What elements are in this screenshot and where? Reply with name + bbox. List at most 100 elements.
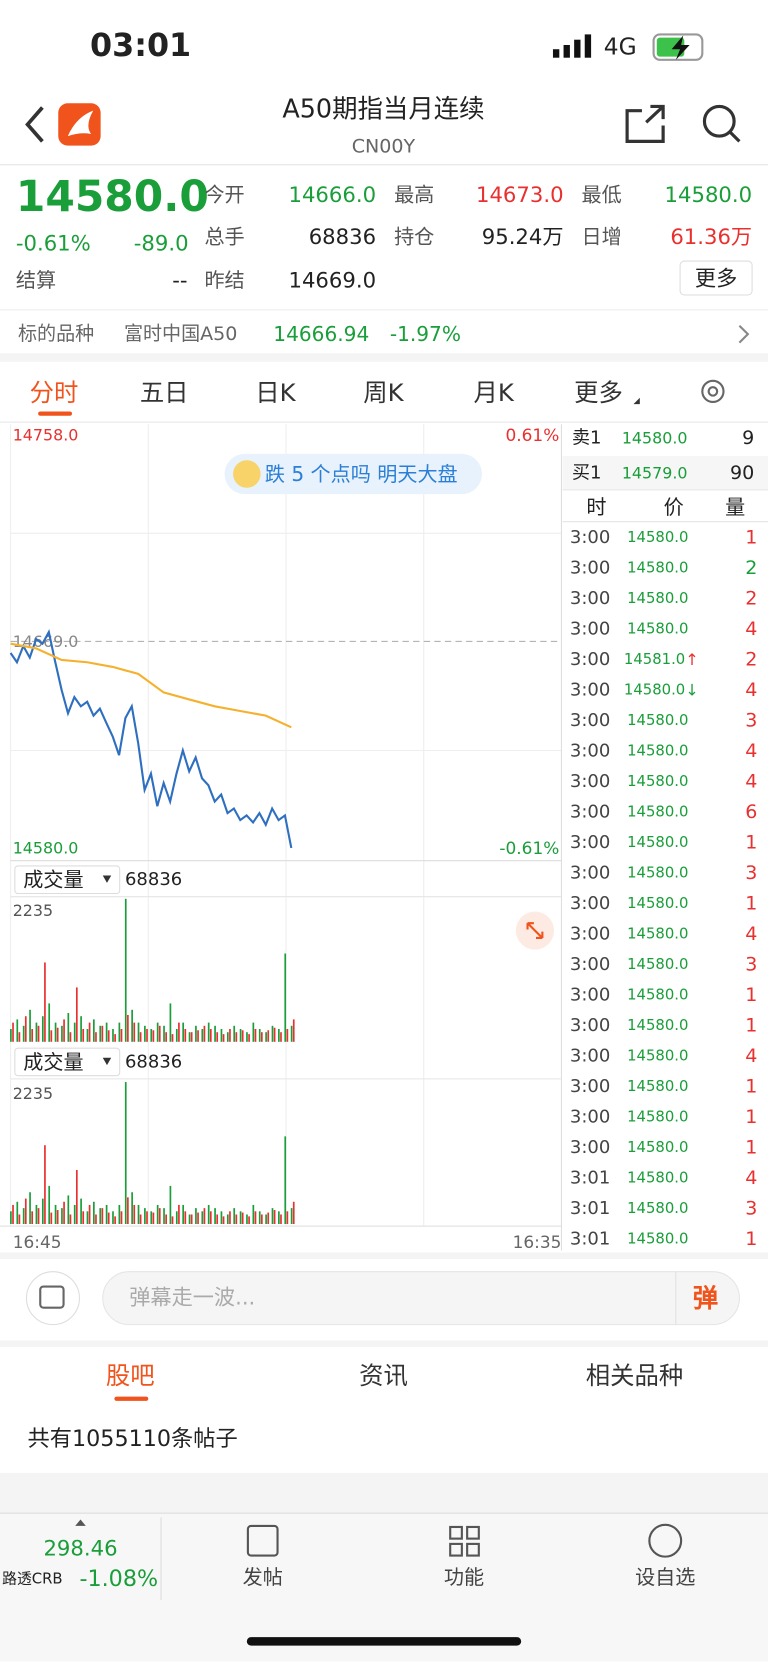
more-label[interactable]: 更多 bbox=[695, 266, 737, 291]
trade-qty: 3 bbox=[745, 709, 757, 731]
volume-bar bbox=[124, 898, 127, 1042]
volume-bar bbox=[226, 1214, 229, 1225]
y-tick-label: 14580.0 bbox=[13, 838, 79, 857]
tab-indicator bbox=[38, 411, 73, 416]
volume-selector[interactable] bbox=[14, 865, 121, 895]
volume-bar bbox=[37, 1025, 40, 1042]
danmaku-button[interactable]: 弹 bbox=[693, 1283, 718, 1313]
volume-bar bbox=[95, 1214, 97, 1225]
nav-item[interactable]: 设自选 bbox=[635, 1565, 695, 1589]
bubble[interactable] bbox=[224, 453, 482, 495]
volume-selector[interactable] bbox=[14, 1047, 121, 1077]
chevron[interactable] bbox=[738, 324, 750, 344]
tab[interactable]: 月K bbox=[473, 378, 514, 407]
tab[interactable]: 日K bbox=[255, 378, 296, 407]
signal bbox=[552, 34, 592, 58]
field-label: 日增 bbox=[582, 225, 622, 249]
buy-qty: 90 bbox=[730, 462, 754, 484]
volume-bar bbox=[260, 1214, 263, 1225]
trade-time: 3:00 bbox=[570, 619, 610, 640]
more-button[interactable] bbox=[679, 260, 753, 296]
nav-item[interactable]: 发帖 bbox=[243, 1565, 283, 1589]
volume-bar bbox=[61, 1208, 63, 1225]
charging bbox=[671, 35, 690, 60]
volume-bar bbox=[188, 1214, 191, 1225]
volume-bar bbox=[146, 1029, 148, 1042]
section-tab[interactable]: 资讯 bbox=[359, 1361, 408, 1390]
volume-bar bbox=[61, 1025, 63, 1042]
volume-bar bbox=[80, 1016, 82, 1042]
volume-bar bbox=[239, 1029, 242, 1042]
section-tab[interactable]: 相关品种 bbox=[586, 1361, 683, 1390]
trade-qty: 4 bbox=[745, 1045, 757, 1067]
back[interactable] bbox=[25, 106, 44, 143]
trade-price: 14581.0 bbox=[624, 651, 685, 668]
trade-qty: 1 bbox=[745, 527, 757, 549]
volume-bar bbox=[35, 1022, 38, 1042]
trade-qty: 4 bbox=[745, 923, 757, 945]
volume-bar bbox=[226, 1032, 229, 1042]
volume-bar bbox=[258, 1029, 261, 1042]
crb-label: 路透CRB bbox=[2, 1570, 63, 1587]
volume-bar bbox=[229, 1211, 231, 1225]
trade-price: 14580.0 bbox=[627, 621, 688, 638]
volume-bar bbox=[18, 1214, 21, 1225]
volume-bar bbox=[271, 1025, 274, 1042]
field-value: 14673.0 bbox=[476, 182, 564, 207]
volume-bar bbox=[182, 1204, 185, 1225]
field-label: 结算 bbox=[16, 268, 56, 292]
volume-bar bbox=[99, 1208, 102, 1225]
volume-bar bbox=[246, 1032, 248, 1042]
volume-bar bbox=[105, 1022, 108, 1042]
tab[interactable]: 分时 bbox=[30, 378, 79, 407]
volume-bar bbox=[235, 1214, 238, 1225]
volume-bar bbox=[112, 1029, 114, 1042]
settings[interactable] bbox=[701, 379, 725, 404]
search[interactable] bbox=[702, 104, 736, 138]
field-value: -- bbox=[172, 268, 187, 293]
average-line bbox=[10, 642, 292, 729]
volume-bar bbox=[127, 1197, 129, 1225]
volume-bar bbox=[195, 1208, 197, 1225]
volume-bar bbox=[10, 1029, 12, 1042]
trade-time: 3:00 bbox=[570, 832, 610, 853]
volume-bar bbox=[69, 1214, 72, 1225]
trade-time: 3:00 bbox=[570, 527, 610, 548]
trade-qty: 4 bbox=[745, 770, 757, 792]
volume-bar bbox=[35, 1204, 38, 1225]
trade-price: 14580.0 bbox=[627, 1169, 688, 1186]
crb-value[interactable]: 298.46 bbox=[43, 1536, 117, 1561]
tab[interactable]: 五日 bbox=[140, 378, 189, 407]
dropdown bbox=[102, 1057, 112, 1066]
comment-input[interactable] bbox=[102, 1271, 740, 1326]
sell-label: 卖1 bbox=[572, 427, 601, 448]
volume-bar bbox=[41, 1016, 44, 1042]
crb-pct: -1.08% bbox=[79, 1566, 158, 1592]
volume-bar bbox=[260, 1032, 263, 1042]
nav-item[interactable]: 功能 bbox=[444, 1565, 484, 1589]
volume-max: 2235 bbox=[13, 1084, 53, 1103]
volume-bar bbox=[63, 1019, 65, 1042]
field-label: 昨结 bbox=[204, 268, 244, 292]
trade-price: 14580.0 bbox=[627, 529, 688, 546]
volume-bar bbox=[93, 1201, 95, 1225]
y2-tick-label: -0.61% bbox=[499, 838, 559, 858]
post-count: 共有1055110条帖子 bbox=[28, 1426, 238, 1452]
section-tab[interactable]: 股吧 bbox=[106, 1361, 155, 1390]
trade-price: 14580.0 bbox=[627, 1139, 688, 1156]
tab[interactable]: 周K bbox=[363, 378, 404, 407]
change: -89.0 bbox=[134, 231, 189, 256]
danmaku-toggle[interactable] bbox=[25, 1271, 80, 1326]
danmaku-icon bbox=[39, 1285, 65, 1309]
tab[interactable]: 更多 bbox=[574, 378, 623, 407]
volume-bar bbox=[107, 1212, 110, 1225]
field-value: 14669.0 bbox=[288, 268, 376, 293]
trade-time: 3:00 bbox=[570, 680, 610, 701]
volume-bar bbox=[195, 1025, 197, 1042]
band bbox=[0, 1472, 768, 1514]
trade-price: 14580.0 bbox=[627, 834, 688, 851]
volume-bar bbox=[197, 1212, 199, 1225]
share[interactable] bbox=[625, 104, 665, 143]
field-value: 95.24万 bbox=[482, 224, 564, 249]
volume-bar bbox=[220, 1211, 223, 1225]
